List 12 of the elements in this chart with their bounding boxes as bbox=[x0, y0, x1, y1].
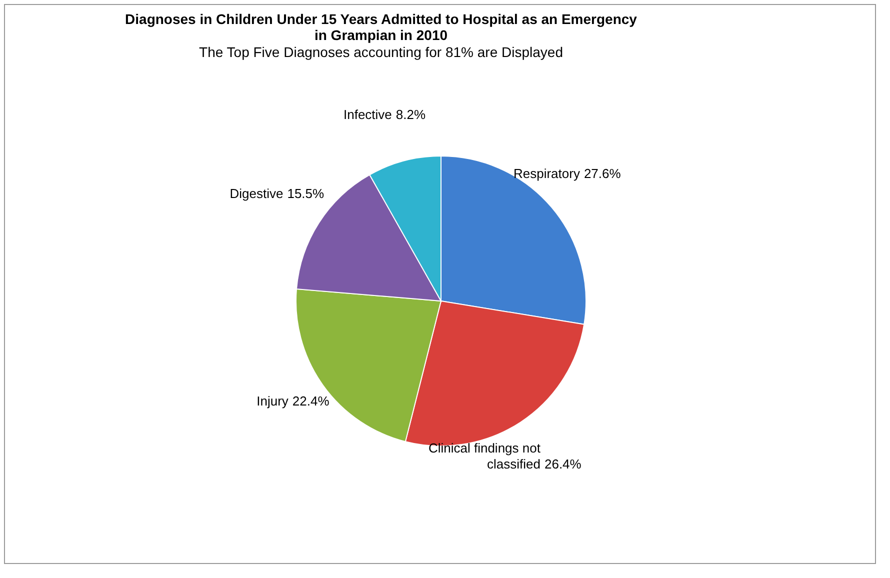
chart-subtitle: The Top Five Diagnoses accounting for 81% are Displayed bbox=[199, 44, 563, 60]
slice-label: Injury bbox=[256, 393, 289, 408]
data-label: 8.2% bbox=[396, 107, 426, 122]
slice-label: Digestive bbox=[230, 186, 284, 202]
data-label: 15.5% bbox=[287, 186, 325, 202]
data-label: 22.4% bbox=[292, 393, 330, 408]
chart-title: Diagnoses in Children Under 15 Years Admitted to Hospital as an Emergency in Grampian in 2010 bbox=[125, 11, 638, 43]
slice-label: Infective bbox=[343, 107, 392, 122]
slice-label: Clinical findings not classified bbox=[428, 440, 541, 472]
data-label: 26.4% bbox=[544, 456, 582, 472]
data-label: 27.6% bbox=[584, 166, 622, 182]
slice-label: Respiratory bbox=[513, 166, 580, 182]
